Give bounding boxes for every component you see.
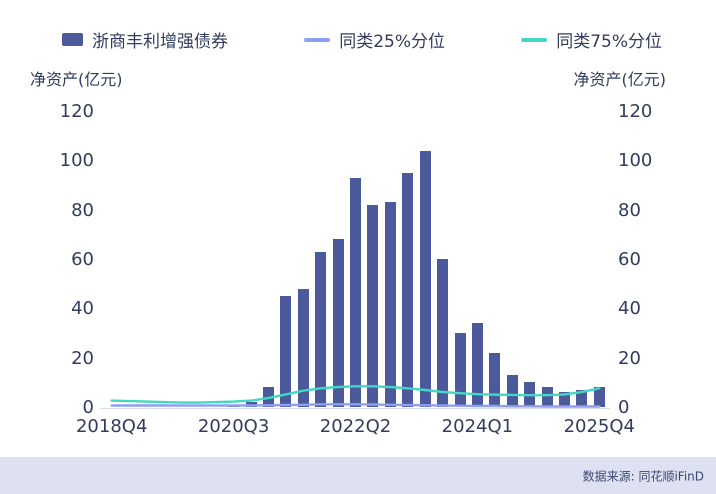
bar-2022Q4 — [384, 202, 396, 407]
y-tick-right-40: 40 — [618, 298, 641, 320]
bar-2023Q1 — [402, 172, 414, 407]
line-swatch-icon — [304, 37, 331, 42]
y-tick-left-40: 40 — [71, 298, 94, 320]
bar-2022Q1 — [332, 239, 344, 407]
x-tick-2018Q4: 2018Q4 — [75, 416, 148, 437]
line-同类75%分位 — [110, 385, 601, 404]
y-tick-left-80: 80 — [71, 199, 94, 221]
data-source-label: 数据来源: 同花顺iFinD — [582, 469, 704, 483]
bar-2022Q3 — [367, 204, 379, 407]
y-tick-right-0: 0 — [618, 397, 630, 418]
footer-strip: 数据来源: 同花顺iFinD — [0, 457, 716, 494]
x-tick-2022Q2: 2022Q2 — [319, 416, 392, 437]
x-tick-2024Q1: 2024Q1 — [441, 416, 514, 437]
line-series — [110, 385, 601, 408]
bar-2025Q4 — [593, 387, 605, 407]
y-tick-left-60: 60 — [71, 249, 94, 270]
bar-2024Q3 — [506, 374, 518, 407]
bar-2025Q3 — [576, 389, 588, 407]
bar-2025Q1 — [541, 387, 553, 407]
bar-2021Q2 — [280, 296, 292, 407]
legend-label-fund: 浙商丰利增强债券 — [92, 32, 228, 52]
bar-2024Q1 — [471, 323, 483, 407]
plot-area — [103, 112, 608, 408]
chart-legend: 浙商丰利增强债券 同类25%分位 同类75%分位 — [62, 27, 662, 52]
y-axis-title-left: 净资产(亿元) — [30, 70, 123, 89]
y-tick-left-0: 0 — [82, 397, 94, 418]
y-tick-left-120: 120 — [59, 101, 94, 122]
y-tick-right-20: 20 — [618, 347, 641, 369]
legend-item-p75[interactable]: 同类75%分位 — [521, 27, 662, 52]
line-swatch-icon — [521, 37, 548, 42]
y-tick-left-20: 20 — [71, 347, 94, 369]
bar-2024Q2 — [489, 352, 501, 407]
bar-2025Q2 — [559, 392, 570, 407]
y-tick-right-100: 100 — [618, 150, 653, 172]
legend-item-fund[interactable]: 浙商丰利增强债券 — [62, 27, 228, 52]
x-tick-2025Q4: 2025Q4 — [563, 416, 636, 437]
y-tick-right-80: 80 — [618, 199, 641, 221]
x-axis-line — [100, 408, 610, 409]
bar-series — [103, 112, 608, 408]
line-同类25%分位 — [110, 403, 601, 408]
bar-2023Q2 — [419, 150, 431, 407]
bar-swatch-icon — [62, 33, 83, 46]
bar-2021Q3 — [297, 288, 309, 407]
y-tick-right-60: 60 — [618, 249, 641, 270]
bar-2023Q3 — [437, 259, 449, 407]
legend-item-p25[interactable]: 同类25%分位 — [304, 27, 445, 52]
x-tick-2020Q3: 2020Q3 — [197, 416, 270, 437]
bar-2021Q4 — [315, 251, 327, 407]
y-tick-left-100: 100 — [59, 150, 94, 172]
bar-2022Q2 — [350, 177, 361, 407]
y-tick-right-120: 120 — [618, 101, 653, 122]
legend-label-p75: 同类75%分位 — [556, 32, 662, 52]
legend-label-p25: 同类25%分位 — [339, 32, 445, 52]
y-axis-title-right: 净资产(亿元) — [573, 70, 667, 89]
bar-2023Q4 — [454, 333, 466, 407]
